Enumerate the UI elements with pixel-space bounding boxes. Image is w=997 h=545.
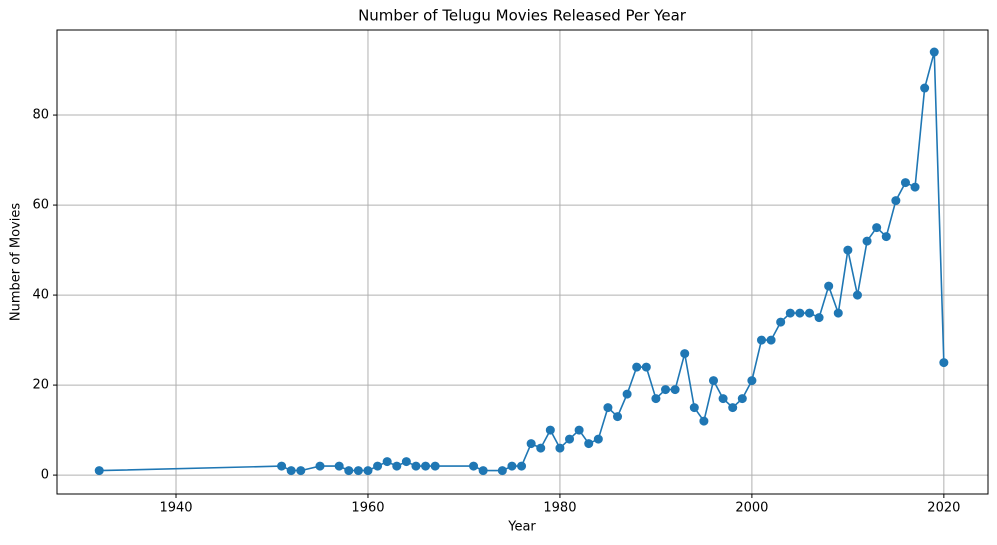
y-tick-label: 20 bbox=[32, 378, 49, 393]
data-point bbox=[296, 466, 306, 476]
data-point bbox=[872, 223, 882, 233]
data-point bbox=[804, 308, 814, 318]
x-axis-label: Year bbox=[507, 520, 536, 535]
data-point bbox=[507, 461, 517, 471]
data-point bbox=[824, 281, 834, 291]
x-tick-label: 2000 bbox=[735, 501, 768, 516]
data-point bbox=[843, 245, 853, 255]
data-point bbox=[814, 313, 824, 323]
data-point bbox=[545, 425, 555, 435]
data-point bbox=[363, 466, 373, 476]
x-tick-label: 2020 bbox=[927, 501, 960, 516]
data-point bbox=[526, 439, 536, 449]
data-point bbox=[603, 403, 613, 413]
data-point bbox=[641, 362, 651, 372]
plot-frame bbox=[56, 29, 989, 495]
data-point bbox=[699, 416, 709, 426]
data-point bbox=[939, 358, 949, 368]
data-point bbox=[718, 394, 728, 404]
data-point bbox=[421, 461, 431, 471]
data-point bbox=[756, 335, 766, 345]
y-axis-label: Number of Movies bbox=[9, 203, 24, 321]
data-point bbox=[632, 362, 642, 372]
data-point bbox=[920, 83, 930, 93]
data-point bbox=[344, 466, 354, 476]
x-tick-label: 1980 bbox=[543, 501, 576, 516]
data-point bbox=[622, 389, 632, 399]
data-point bbox=[286, 466, 296, 476]
data-point bbox=[862, 236, 872, 246]
data-point bbox=[353, 466, 363, 476]
data-point bbox=[785, 308, 795, 318]
data-point bbox=[536, 443, 546, 453]
data-point bbox=[411, 461, 421, 471]
data-point bbox=[661, 385, 671, 395]
chart-title: Number of Telugu Movies Released Per Yea… bbox=[358, 7, 687, 25]
data-point bbox=[517, 461, 527, 471]
data-point bbox=[766, 335, 776, 345]
data-point bbox=[94, 466, 104, 476]
y-tick-label: 0 bbox=[41, 468, 49, 483]
data-point bbox=[833, 308, 843, 318]
data-point bbox=[574, 425, 584, 435]
data-point bbox=[565, 434, 575, 444]
data-point bbox=[593, 434, 603, 444]
y-tick-label: 80 bbox=[32, 108, 49, 123]
data-point bbox=[584, 439, 594, 449]
y-tick-label: 60 bbox=[32, 198, 49, 213]
data-point bbox=[795, 308, 805, 318]
x-tick-label: 1960 bbox=[351, 501, 384, 516]
data-point bbox=[392, 461, 402, 471]
data-point bbox=[334, 461, 344, 471]
data-point bbox=[891, 196, 901, 206]
data-point bbox=[382, 457, 392, 467]
data-point bbox=[881, 232, 891, 242]
data-point bbox=[497, 466, 507, 476]
data-point bbox=[277, 461, 287, 471]
data-point bbox=[929, 47, 939, 57]
data-point bbox=[900, 178, 910, 188]
data-point bbox=[469, 461, 479, 471]
y-tick-label: 40 bbox=[32, 288, 49, 303]
data-point bbox=[747, 376, 757, 386]
data-point bbox=[315, 461, 325, 471]
data-point bbox=[689, 403, 699, 413]
data-point bbox=[737, 394, 747, 404]
data-point bbox=[852, 290, 862, 300]
data-point bbox=[373, 461, 383, 471]
data-point bbox=[555, 443, 565, 453]
data-point bbox=[613, 412, 623, 422]
data-point bbox=[708, 376, 718, 386]
data-point bbox=[401, 457, 411, 467]
data-point bbox=[728, 403, 738, 413]
data-point bbox=[651, 394, 661, 404]
data-point bbox=[430, 461, 440, 471]
x-tick-label: 1940 bbox=[159, 501, 192, 516]
data-point bbox=[910, 182, 920, 192]
data-point bbox=[776, 317, 786, 327]
data-point bbox=[478, 466, 488, 476]
data-point bbox=[670, 385, 680, 395]
data-point bbox=[680, 349, 690, 359]
